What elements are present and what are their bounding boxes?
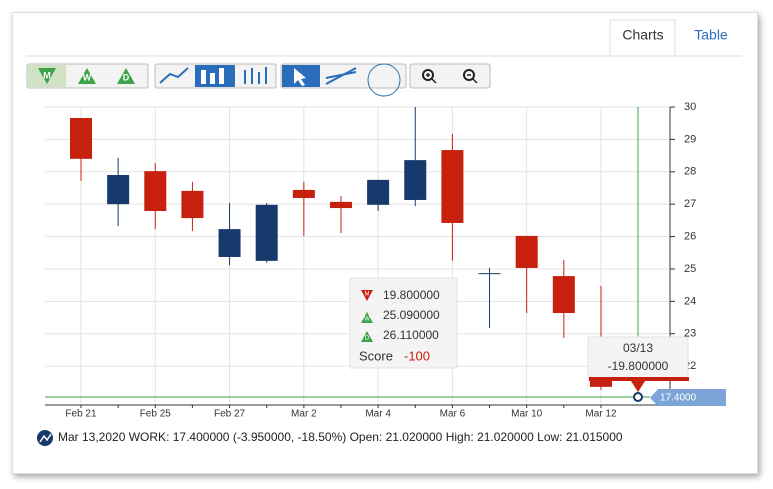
y-tick-label: 27 <box>684 198 696 210</box>
icon <box>38 68 56 84</box>
y-tick-label: 25 <box>684 263 696 275</box>
footer-text: 21.020000 <box>477 430 534 444</box>
zoom-in[interactable] <box>422 69 434 81</box>
candle-body <box>552 276 575 314</box>
y-tick-label: 26 <box>684 230 696 242</box>
footer-text: Low: <box>537 430 563 444</box>
x-tick-label: Feb 25 <box>140 409 172 420</box>
ohlc-icon[interactable] <box>244 67 267 84</box>
cursor-value: -19.800000 <box>608 359 669 373</box>
candle-body <box>218 229 241 257</box>
zoom-out[interactable] <box>463 69 475 81</box>
fib-icon[interactable] <box>367 63 401 97</box>
candle-body <box>478 273 501 275</box>
icon <box>78 68 96 84</box>
icon <box>361 331 373 342</box>
icon <box>361 290 373 301</box>
tooltip-value: 19.800000 <box>383 288 440 302</box>
x-tick-label: Feb 21 <box>65 409 97 420</box>
period-button[interactable]: D <box>123 72 130 82</box>
cursor-dot <box>633 392 643 402</box>
icon <box>210 73 215 84</box>
candle-body <box>441 150 464 223</box>
footer-text: 21.020000 <box>385 430 443 444</box>
candle-body <box>589 380 612 387</box>
candle-body <box>255 204 278 261</box>
tooltip-icon: W <box>364 317 370 323</box>
candle-body <box>70 118 92 159</box>
score: -100 <box>404 348 430 363</box>
x-tick-label: Mar 10 <box>511 409 543 420</box>
y-tick-label: 24 <box>684 295 696 307</box>
period-button[interactable]: W <box>83 72 92 82</box>
candle-body <box>144 171 167 211</box>
tooltip-icon: M <box>365 292 370 298</box>
icon <box>426 73 478 84</box>
footer-text: Mar 13,2020 <box>58 430 126 444</box>
tooltip-icon: D <box>365 336 370 342</box>
trend-icon[interactable] <box>325 67 357 85</box>
icon <box>219 68 224 84</box>
tab-active[interactable] <box>609 19 676 57</box>
price-tag <box>650 389 726 406</box>
footer-text: 21.015000 <box>565 430 623 444</box>
period-button[interactable]: M <box>43 70 51 80</box>
footer-text: Open: <box>349 430 383 444</box>
line-icon[interactable] <box>159 67 189 84</box>
candle-body <box>404 160 427 200</box>
y-tick-label: 30 <box>684 101 696 113</box>
candle-body <box>292 189 315 199</box>
footer-text: High: <box>445 430 474 444</box>
candle-body <box>181 190 204 219</box>
footer-text: (-3.950000, -18.50%) <box>232 430 347 444</box>
price-tag-label: 17.4000 <box>660 393 697 404</box>
footer-text: WORK: <box>128 430 170 444</box>
y-tick-label: 29 <box>684 133 696 145</box>
tooltip-value: 26.110000 <box>383 328 439 342</box>
toolbar: M W D <box>26 63 491 97</box>
candle-body <box>367 179 390 205</box>
x-tick-label: Mar 6 <box>440 409 466 420</box>
x-tick-label: Mar 4 <box>365 409 391 420</box>
signal-marker <box>631 381 645 392</box>
x-tick-label: Mar 2 <box>291 409 317 420</box>
tab[interactable]: Charts <box>622 27 663 43</box>
score-label: Score <box>359 348 393 363</box>
y-tick-label: 28 <box>684 166 696 178</box>
tooltip-value: 25.090000 <box>383 308 440 322</box>
signal-bar <box>589 377 689 381</box>
footer-text: 17.400000 <box>172 430 230 444</box>
x-tick-label: Mar 12 <box>585 409 617 420</box>
icon <box>201 70 206 84</box>
tab[interactable]: Table <box>694 27 728 43</box>
x-tick-label: Feb 27 <box>214 409 246 420</box>
cursor-date: 03/13 <box>623 341 653 355</box>
candle-body <box>329 201 352 209</box>
icon <box>294 68 306 86</box>
candle-body <box>107 175 130 205</box>
icon <box>361 312 373 323</box>
icon <box>39 433 52 443</box>
zoom-group <box>409 63 491 89</box>
candle-body <box>515 235 538 268</box>
footer: Mar 13,2020 WORK: 17.400000 (-3.950000, … <box>58 430 623 444</box>
icon <box>117 68 135 84</box>
